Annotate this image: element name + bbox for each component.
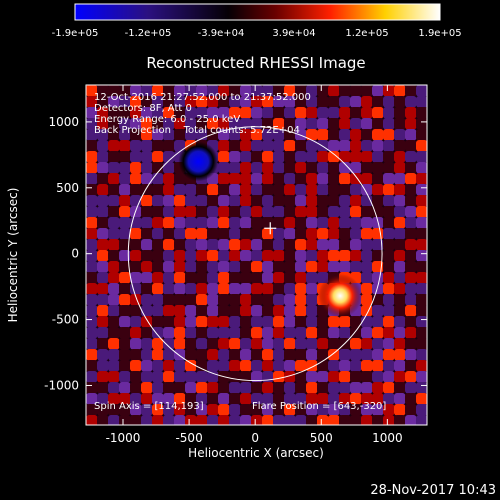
- timestamp: 28-Nov-2017 10:43: [370, 483, 496, 498]
- colorbar-tick-label: -1.2e+05: [125, 28, 172, 39]
- info-line-4: Back Projection Total counts: 5.72E+04: [94, 125, 300, 136]
- x-axis: -1000 -500 0 500 1000: [106, 85, 403, 445]
- y-tick-label: 0: [71, 247, 79, 261]
- interference-pattern: [86, 85, 427, 425]
- x-tick-label: 500: [310, 431, 333, 445]
- colorbar-tick-label: 3.9e+04: [272, 28, 315, 39]
- y-tick-label: -1000: [44, 378, 79, 392]
- plot-title: Reconstructed RHESSI Image: [146, 54, 365, 72]
- info-line-1: 12-Oct-2016 21:27:52.000 to 21:37:52.000: [94, 92, 311, 103]
- colorbar-tick-label: 1.2e+05: [345, 28, 388, 39]
- negative-source: [178, 141, 219, 182]
- info-line-2: Detectors: 8F, Att 0: [94, 103, 192, 114]
- x-tick-label: 0: [251, 431, 259, 445]
- solar-disk-limb: [127, 126, 383, 382]
- flare-position-label: Flare Position = [643,-320]: [252, 401, 386, 412]
- colorbar-tick-label: -3.9e+04: [198, 28, 245, 39]
- y-tick-label: 1000: [48, 115, 79, 129]
- colorbar-tick-label: -1.9e+05: [52, 28, 99, 39]
- colorbar-tick-label: 1.9e+05: [418, 28, 461, 39]
- y-axis-label: Heliocentric Y (arcsec): [6, 188, 20, 323]
- x-axis-label: Heliocentric X (arcsec): [188, 446, 324, 460]
- x-tick-label: 1000: [372, 431, 403, 445]
- x-tick-label: -500: [175, 431, 202, 445]
- flare-source: [318, 273, 363, 318]
- y-tick-label: -500: [52, 313, 79, 327]
- colorbar: [74, 3, 441, 21]
- y-axis: 1000 500 0 -500 -1000: [44, 115, 427, 392]
- info-line-3: Energy Range: 6.0 - 25.0 keV: [94, 114, 240, 125]
- colorbar-ticks: -1.9e+05 -1.2e+05 -3.9e+04 3.9e+04 1.2e+05 1.…: [52, 28, 462, 39]
- spin-axis-label: Spin Axis = [114,193]: [94, 401, 204, 412]
- y-tick-label: 500: [56, 181, 79, 195]
- x-tick-label: -1000: [106, 431, 141, 445]
- spin-axis-marker: [264, 222, 277, 235]
- plot-frame: [85, 84, 428, 426]
